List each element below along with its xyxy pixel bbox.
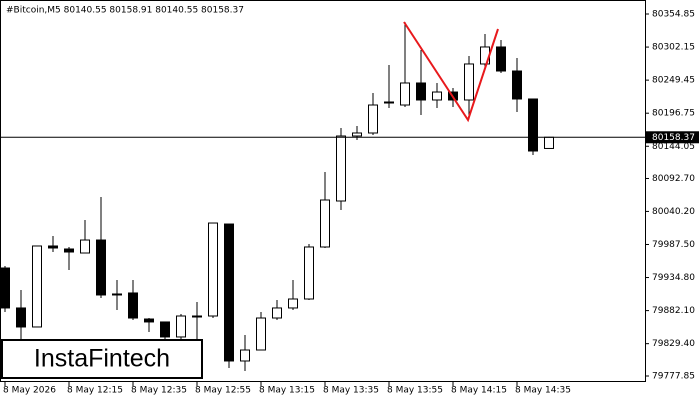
y-tick-label: 80302.15 [652,43,695,53]
candle-body [528,98,538,152]
candle-body [464,63,474,101]
brand-box [1,339,203,379]
pattern-line [403,21,499,123]
candle-body [160,321,170,338]
brand: InstaFintech [34,345,170,373]
candle-body [64,248,74,253]
candle-body [112,293,122,296]
x-tick-label: 8 May 14:15 [451,386,507,396]
candles [0,22,554,371]
candle-body [208,222,218,317]
y-tick-label: 80196.75 [652,109,695,119]
x-tick-label: 8 May 13:15 [259,386,315,396]
y-tick-label: 79882.10 [652,306,695,316]
chart-title: #Bitcoin,M5 80140.55 80158.91 80140.55 8… [6,6,244,16]
candle-body [384,101,394,104]
candle-body [496,46,506,72]
x-tick-label: 8 May 2026 [3,386,56,396]
candle-body [304,246,314,300]
candle-body [256,317,266,351]
y-tick-label: 80092.70 [652,174,695,184]
candle-body [352,132,362,137]
x-tick-label: 8 May 14:35 [515,386,571,396]
y-tick-label: 79777.85 [652,372,695,382]
x-tick-label: 8 May 12:55 [195,386,251,396]
y-tick-label: 79829.40 [652,339,695,349]
candle-body [544,136,554,149]
candle-body [368,104,378,134]
y-tick-label: 79987.50 [652,240,695,250]
candle-body [32,245,42,328]
current-price-box [646,131,699,144]
candle-body [240,349,250,362]
candle-body [176,315,186,338]
candle-body [128,292,138,319]
candle-body [48,245,58,249]
candle-body [144,318,154,323]
candle-body [288,298,298,309]
candle-body [432,91,442,101]
candle-body [16,307,26,328]
candle-body [336,135,346,202]
x-tick-label: 8 May 13:55 [387,386,443,396]
y-tick-label: 80354.85 [652,10,695,20]
plot-frame [0,0,646,382]
candle-body [96,239,106,296]
y-tick-label: 80040.20 [652,207,695,217]
candle-body [400,82,410,106]
candle-body [416,82,426,101]
y-tick-label: 80249.45 [652,76,695,86]
x-tick-label: 8 May 12:15 [67,386,123,396]
current-price-label: 80158.37 [652,133,695,143]
candle-body [272,307,282,319]
candle-body [320,199,330,248]
candle-body [192,315,202,318]
y-tick-label: 80144.05 [652,142,695,152]
candle-body [0,267,10,309]
x-tick-label: 8 May 13:35 [323,386,379,396]
x-tick-label: 8 May 12:35 [131,386,187,396]
candle-body [224,223,234,362]
candle-body [80,239,90,254]
candle-body [512,70,522,100]
y-tick-label: 79934.80 [652,273,695,283]
